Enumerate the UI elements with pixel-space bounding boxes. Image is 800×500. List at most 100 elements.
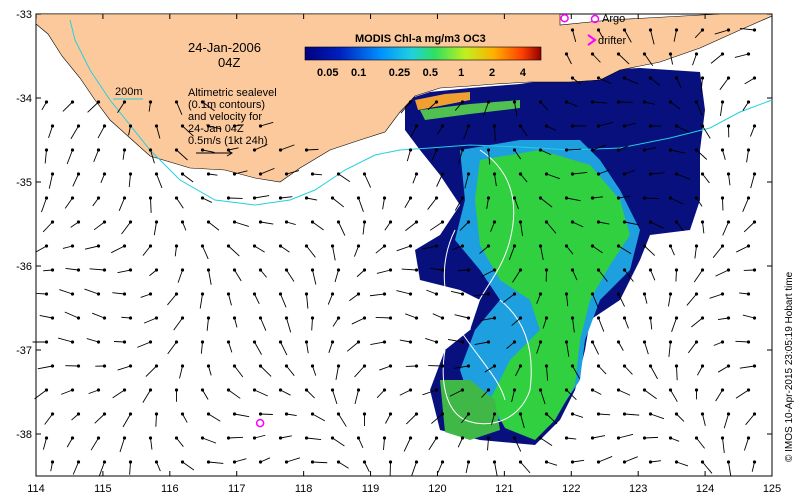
depth-legend-label: 200m: [115, 86, 143, 98]
velocity-vector: [650, 77, 661, 86]
velocity-vector: [382, 197, 385, 210]
velocity-vector: [228, 293, 232, 306]
velocity-vector: [406, 149, 411, 162]
velocity-vector: [148, 101, 151, 112]
velocity-vector: [396, 290, 411, 295]
velocity-vector: [306, 245, 316, 258]
velocity-vector: [306, 148, 319, 151]
velocity-vector: [286, 269, 295, 282]
velocity-vector: [650, 172, 665, 175]
velocity-vector: [167, 341, 177, 355]
velocity-vector: [202, 197, 212, 203]
velocity-vector: [364, 173, 372, 188]
velocity-vector: [260, 317, 267, 331]
velocity-vector: [675, 269, 677, 282]
velocity-vector: [618, 341, 624, 351]
sealevel-contours: [442, 149, 532, 425]
velocity-vector: [375, 316, 391, 319]
velocity-vector: [676, 77, 682, 88]
velocity-vector: [254, 195, 270, 199]
velocity-vector: [48, 125, 53, 139]
velocity-vector: [728, 173, 731, 186]
velocity-vector: [58, 337, 73, 343]
colorbar-title: MODIS Chl-a mg/m3 OC3: [355, 33, 486, 45]
velocity-vector: [702, 221, 705, 234]
velocity-vector: [598, 413, 611, 416]
velocity-vector: [280, 245, 290, 253]
velocity-vector: [228, 341, 233, 353]
velocity-vector: [150, 197, 152, 213]
velocity-vector: [254, 143, 268, 151]
velocity-vector: [379, 365, 391, 371]
velocity-vector: [624, 365, 633, 375]
velocity-vector: [260, 167, 275, 175]
velocity-vector: [618, 145, 629, 151]
velocity-vector: [736, 245, 749, 253]
velocity-vector: [693, 269, 703, 283]
velocity-vector: [722, 437, 725, 453]
velocity-vector: [112, 292, 125, 295]
velocity-vector: [702, 461, 713, 474]
velocity-vector: [668, 293, 671, 307]
velocity-vector: [650, 221, 664, 229]
velocity-vector: [715, 389, 723, 402]
velocity-vector: [208, 365, 212, 376]
velocity-vector: [426, 289, 437, 295]
velocity-vector: [624, 221, 639, 226]
lat-tick-label: -33: [16, 9, 32, 21]
velocity-vector: [696, 437, 705, 449]
velocity-vector: [234, 365, 244, 378]
velocity-vector: [150, 437, 153, 450]
velocity-vector: [700, 77, 703, 93]
lon-tick-label: 125: [763, 483, 781, 495]
velocity-vector: [644, 101, 655, 105]
velocity-vector: [70, 125, 79, 140]
altimetry-annotation: Altimetric sealevel(0.1m contours)and ve…: [188, 87, 277, 147]
velocity-vector: [153, 221, 157, 236]
velocity-vector: [228, 147, 239, 151]
velocity-vector: [454, 101, 463, 111]
lat-tick-label: -35: [16, 177, 32, 189]
lat-tick-label: -38: [16, 429, 32, 441]
velocity-vector: [400, 101, 411, 114]
velocity-vector: [306, 197, 318, 201]
velocity-vector: [36, 292, 47, 295]
velocity-vector: [150, 149, 155, 164]
velocity-vector: [618, 245, 632, 255]
velocity-vector: [709, 293, 723, 299]
velocity-vector: [592, 389, 602, 395]
velocity-vector: [490, 221, 495, 232]
velocity-vector: [572, 365, 581, 379]
velocity-vector: [410, 125, 417, 138]
velocity-vector: [511, 389, 515, 403]
velocity-vector: [542, 317, 547, 329]
velocity-vector: [39, 314, 53, 319]
lon-tick-label: 118: [295, 483, 313, 495]
velocity-vector: [719, 77, 729, 91]
velocity-vector: [676, 365, 678, 381]
velocity-vector: [312, 221, 324, 231]
velocity-vector: [458, 149, 463, 165]
velocity-vector: [676, 461, 689, 467]
velocity-vector: [87, 101, 99, 113]
velocity-vector: [286, 170, 300, 175]
velocity-vector: [121, 221, 131, 235]
velocity-vector: [208, 125, 222, 130]
velocity-vector: [34, 389, 47, 400]
velocity-vector: [176, 437, 184, 447]
velocity-vector: [338, 173, 351, 182]
velocity-vector: [403, 437, 411, 452]
velocity-vector: [592, 341, 600, 355]
velocity-vector: [624, 122, 637, 127]
velocity-vector: [346, 341, 359, 352]
velocity-vector: [624, 456, 638, 463]
velocity-vector: [743, 437, 749, 451]
velocity-vector: [715, 269, 729, 277]
velocity-vector: [449, 389, 463, 397]
velocity-vector: [44, 413, 53, 425]
velocity-vector: [474, 341, 489, 346]
velocity-vector: [71, 413, 79, 421]
velocity-vector: [566, 53, 572, 65]
velocity-vector: [280, 144, 295, 151]
velocity-vector: [452, 245, 463, 251]
